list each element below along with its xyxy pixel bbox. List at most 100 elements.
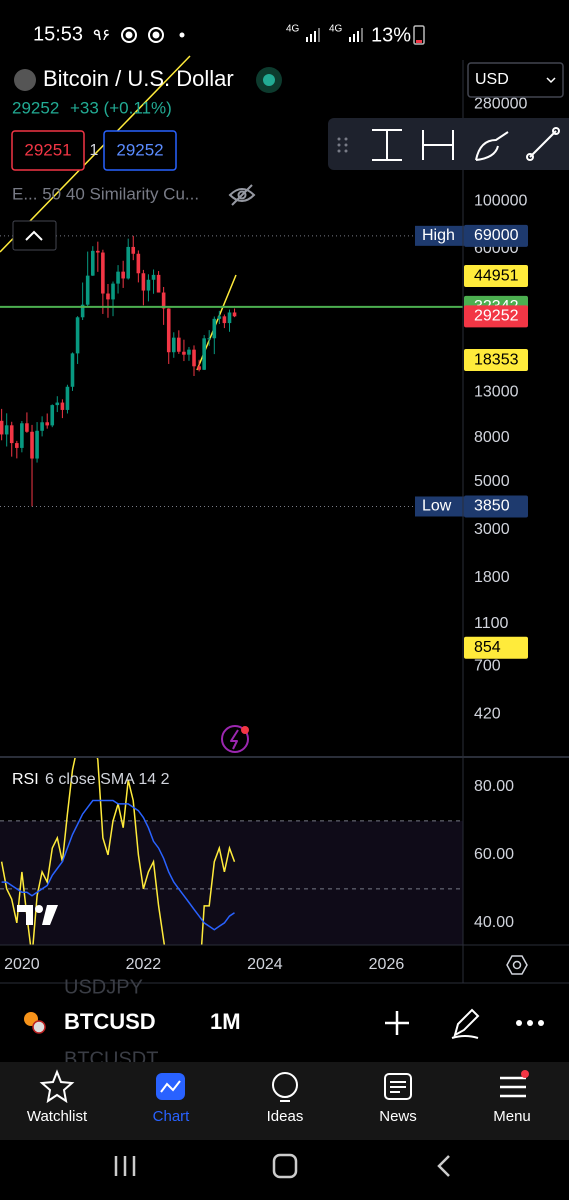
nav-item-part [160, 1080, 181, 1093]
trend-line-tool[interactable] [526, 127, 560, 161]
price-label-bg [464, 636, 528, 659]
status-bar: 15:53 ۹۶ 4G 4G 13% [33, 23, 425, 46]
candle-body [80, 304, 85, 318]
brush-tool[interactable] [475, 131, 509, 161]
symbol-title: Bitcoin / U.S. Dollar [43, 66, 234, 91]
signal-bars-part [357, 31, 359, 42]
interval[interactable]: 1M [210, 1009, 241, 1034]
collapse-button-part [12, 220, 57, 251]
price-pane [0, 235, 463, 507]
candle-body [171, 337, 176, 353]
nav-item[interactable]: Ideas [267, 1072, 304, 1125]
alert-icon-part [230, 729, 239, 750]
drawing-toolbar-part-part [344, 137, 348, 141]
home-button[interactable] [272, 1153, 298, 1179]
y-tick-label: 700 [474, 658, 501, 675]
y-tick-label: 8000 [474, 429, 510, 446]
currency-select-part [467, 62, 564, 98]
price-label-value: 18353 [474, 351, 519, 368]
rsi-tick-label: 80.00 [474, 778, 514, 795]
more-button-part [527, 1020, 533, 1026]
signal-bars-part [318, 28, 320, 42]
candle-body [131, 246, 136, 254]
bottom-nav: Watchlist Chart Ideas News Menu [0, 1062, 569, 1140]
tradingview-logo-part [35, 905, 43, 913]
candle-body [4, 425, 9, 435]
nav-label: Ideas [267, 1108, 304, 1125]
symbol[interactable]: BTCUSD [64, 1009, 156, 1034]
nav-item[interactable]: Watchlist [27, 1069, 88, 1125]
hide-indicator-button[interactable] [228, 184, 256, 206]
signal-bars-part [310, 34, 312, 42]
price-label-value: 44951 [474, 267, 519, 284]
alert-icon[interactable] [221, 725, 249, 753]
y-tick-label: 100000 [474, 192, 527, 209]
collapse-button-part [25, 230, 43, 241]
nav-label: Chart [153, 1108, 191, 1125]
more-button[interactable] [516, 1020, 544, 1026]
drawing-toolbar-part-part [337, 137, 341, 141]
network-label: 4G [329, 24, 343, 35]
axis-settings-icon [506, 955, 528, 975]
nav-item-part [384, 1073, 412, 1100]
signal-bars-part [349, 37, 351, 42]
bid-button-part [11, 130, 85, 171]
price-label: 29252 [464, 305, 528, 328]
back-button[interactable] [437, 1155, 450, 1177]
candle-body [70, 353, 75, 387]
system-nav [114, 1153, 450, 1179]
drawing-toolbar-part [337, 137, 348, 153]
nav-item[interactable]: Menu [493, 1070, 531, 1125]
candle-body [25, 423, 29, 432]
candle-body [146, 279, 151, 291]
candle-body [101, 252, 105, 294]
collapse-button[interactable] [12, 220, 57, 251]
bid-button[interactable]: 29251 [11, 130, 85, 171]
tradingview-logo-part [17, 905, 33, 925]
candle-body [65, 386, 70, 410]
candle-body [156, 274, 161, 293]
currency-select[interactable]: USD [467, 62, 564, 98]
ask-price: 29252 [116, 140, 163, 159]
alert-icon-part [241, 726, 249, 734]
price-label-name-bg [415, 225, 464, 246]
candle-body [212, 318, 217, 339]
candle-body [30, 431, 34, 459]
candle-body [177, 337, 181, 352]
candle-body [141, 273, 146, 291]
x-tick-label: 2024 [247, 956, 283, 973]
price-label-value: 29252 [474, 308, 519, 325]
candle-body [187, 349, 191, 355]
indicator-legend: E... 50 40 Similarity Cu... [12, 184, 199, 203]
nav-item[interactable]: News [379, 1073, 417, 1125]
date-range-tool[interactable] [422, 130, 454, 160]
ask-button[interactable]: 29252 [103, 130, 177, 171]
candle-body [121, 271, 125, 279]
axis-settings-button[interactable] [506, 955, 528, 975]
battery-level: 13% [371, 24, 411, 46]
ask-button-part [103, 130, 177, 171]
candle-body [111, 283, 115, 300]
candle-body [85, 275, 90, 305]
hide-indicator-button-part [231, 184, 253, 206]
quote: 29252 [12, 98, 59, 117]
draw-button[interactable] [451, 1008, 480, 1039]
status-icons-part [125, 31, 133, 39]
candle-body [182, 351, 186, 355]
price-range-tool[interactable] [372, 129, 402, 161]
more-button-part [516, 1020, 522, 1026]
add-button[interactable] [385, 1011, 409, 1035]
candle-body [217, 316, 222, 319]
recents-button[interactable] [114, 1156, 136, 1176]
drawing-toolbar-part-part [337, 143, 341, 147]
price-label: 854 [464, 636, 528, 659]
nav-item[interactable]: Chart [153, 1073, 191, 1125]
price-label: Low 3850 [415, 495, 528, 518]
brush-tool-part [475, 131, 509, 161]
nav-label: Menu [493, 1108, 531, 1125]
tradingview-logo [17, 905, 58, 925]
nav-label: Watchlist [27, 1108, 88, 1125]
market-status-part [263, 74, 275, 86]
candle-body [151, 274, 156, 280]
axes: 2800001000006000031000130008000500030001… [0, 60, 569, 983]
